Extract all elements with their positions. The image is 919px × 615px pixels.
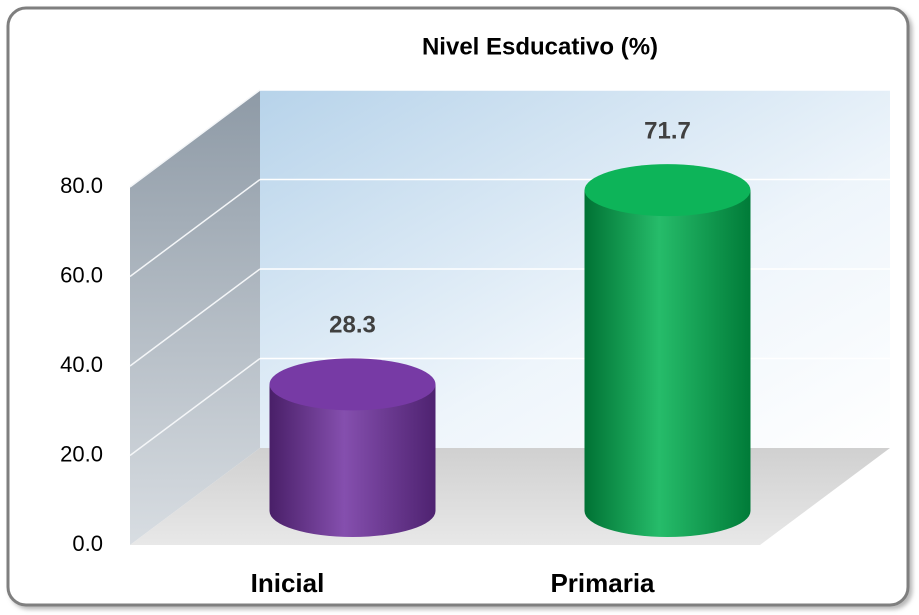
grid-line — [129, 268, 261, 367]
x-tick-label: Inicial — [251, 568, 325, 598]
bar-cap — [269, 358, 436, 411]
value-label: 28.3 — [329, 312, 376, 339]
grid-line — [129, 357, 261, 457]
bar-cap — [584, 164, 751, 217]
bar — [269, 358, 436, 537]
value-label: 71.7 — [644, 117, 691, 144]
y-tick-label: 60.0 — [60, 262, 103, 287]
bar — [584, 164, 751, 537]
y-tick-label: 80.0 — [60, 173, 103, 198]
bar-body — [269, 384, 436, 537]
x-tick-label: Primaria — [550, 568, 655, 598]
chart-title: Nivel Esducativo (%) — [422, 33, 658, 60]
floor — [130, 448, 890, 545]
y-tick-label: 0.0 — [72, 531, 103, 556]
bar-body — [584, 190, 751, 537]
y-tick-label: 40.0 — [60, 352, 103, 377]
grid-line — [129, 89, 261, 188]
y-tick-label: 20.0 — [60, 441, 103, 466]
grid-line — [129, 178, 261, 278]
